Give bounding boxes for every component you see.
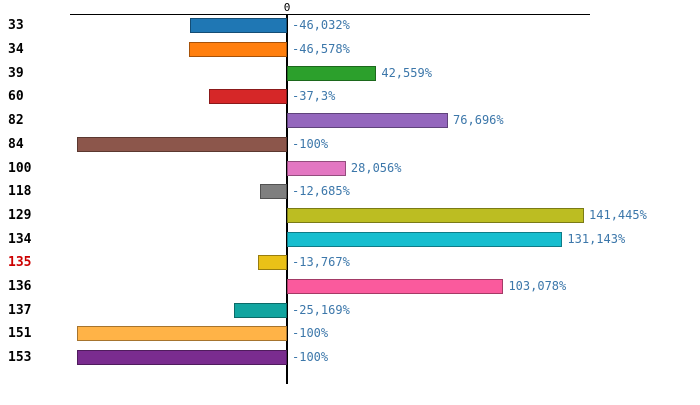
top-axis-line	[70, 14, 590, 15]
bar	[260, 184, 287, 200]
zero-axis-line	[286, 14, 288, 384]
value-label: -37,3%	[292, 89, 336, 104]
category-label: 33	[8, 18, 24, 34]
bar	[77, 326, 287, 342]
bar	[189, 42, 287, 58]
bar	[287, 160, 346, 176]
bar	[77, 136, 287, 152]
bar	[190, 18, 287, 34]
category-label: 118	[8, 184, 32, 200]
bar	[77, 350, 287, 366]
value-label: 103,078%	[508, 279, 567, 294]
zero-axis-label: 0	[283, 1, 291, 14]
value-label: -46,578%	[292, 42, 350, 57]
category-label: 134	[8, 231, 32, 247]
bar	[287, 231, 563, 247]
bar	[208, 89, 287, 105]
value-label: 76,696%	[453, 113, 504, 128]
category-label: 100	[8, 160, 32, 176]
category-label: 153	[8, 350, 32, 366]
value-label: -100%	[292, 350, 329, 365]
bar	[258, 255, 287, 271]
category-label: 137	[8, 302, 32, 318]
value-label: 28,056%	[350, 160, 402, 175]
value-label: 131,143%	[567, 231, 626, 246]
value-label: -25,169%	[292, 302, 350, 317]
category-label: 129	[8, 207, 32, 223]
bar	[287, 207, 585, 223]
category-label: 60	[8, 89, 24, 105]
category-label: 136	[8, 279, 32, 295]
value-label: -12,685%	[292, 184, 350, 199]
value-label: 141,445%	[589, 207, 647, 222]
value-label: -100%	[292, 136, 329, 151]
category-label: 151	[8, 326, 32, 342]
category-label: 34	[8, 42, 24, 58]
category-label: 39	[8, 65, 24, 81]
value-label: -100%	[292, 326, 329, 341]
value-label: -46,032%	[292, 18, 350, 33]
category-label: 82	[8, 113, 24, 129]
category-label: 84	[8, 136, 24, 152]
bar	[287, 113, 449, 129]
bar	[287, 279, 504, 295]
bar	[287, 65, 377, 81]
category-label: 135	[8, 255, 32, 271]
value-label: -13,767%	[292, 255, 350, 270]
bar	[234, 302, 287, 318]
value-label: 42,559%	[381, 65, 432, 80]
